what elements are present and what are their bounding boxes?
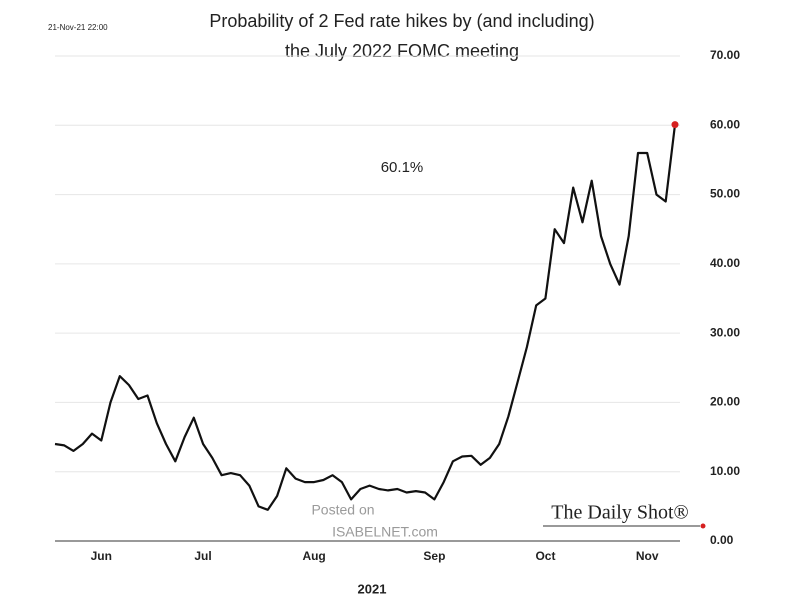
y-tick-label: 60.00 xyxy=(710,117,740,131)
annotation: 60.1% xyxy=(381,159,424,176)
source: The Daily Shot® xyxy=(551,502,688,524)
chart-title: the July 2022 FOMC meeting xyxy=(285,41,519,61)
y-tick-label: 10.00 xyxy=(710,464,740,478)
y-tick-label: 50.00 xyxy=(710,187,740,201)
source-dot xyxy=(700,523,706,529)
chart-title: Probability of 2 Fed rate hikes by (and … xyxy=(209,11,594,31)
timestamp: 21-Nov-21 22:00 xyxy=(48,23,108,32)
last-point xyxy=(671,121,679,129)
watermark: Posted on xyxy=(311,502,374,518)
y-tick-label: 40.00 xyxy=(710,256,740,270)
line-series xyxy=(54,124,677,511)
x-tick-label: Jun xyxy=(91,549,112,563)
y-tick-label: 0.00 xyxy=(710,533,734,547)
x-axis-label: 2021 xyxy=(358,581,387,596)
y-tick-label: 20.00 xyxy=(710,395,740,409)
x-tick-label: Nov xyxy=(636,549,659,563)
x-tick-label: Oct xyxy=(535,549,555,563)
y-tick-label: 70.00 xyxy=(710,48,740,62)
x-tick-label: Aug xyxy=(302,549,325,563)
y-tick-label: 30.00 xyxy=(710,325,740,339)
x-tick-label: Sep xyxy=(423,549,445,563)
x-tick-label: Jul xyxy=(194,549,211,563)
watermark: ISABELNET.com xyxy=(332,524,438,540)
